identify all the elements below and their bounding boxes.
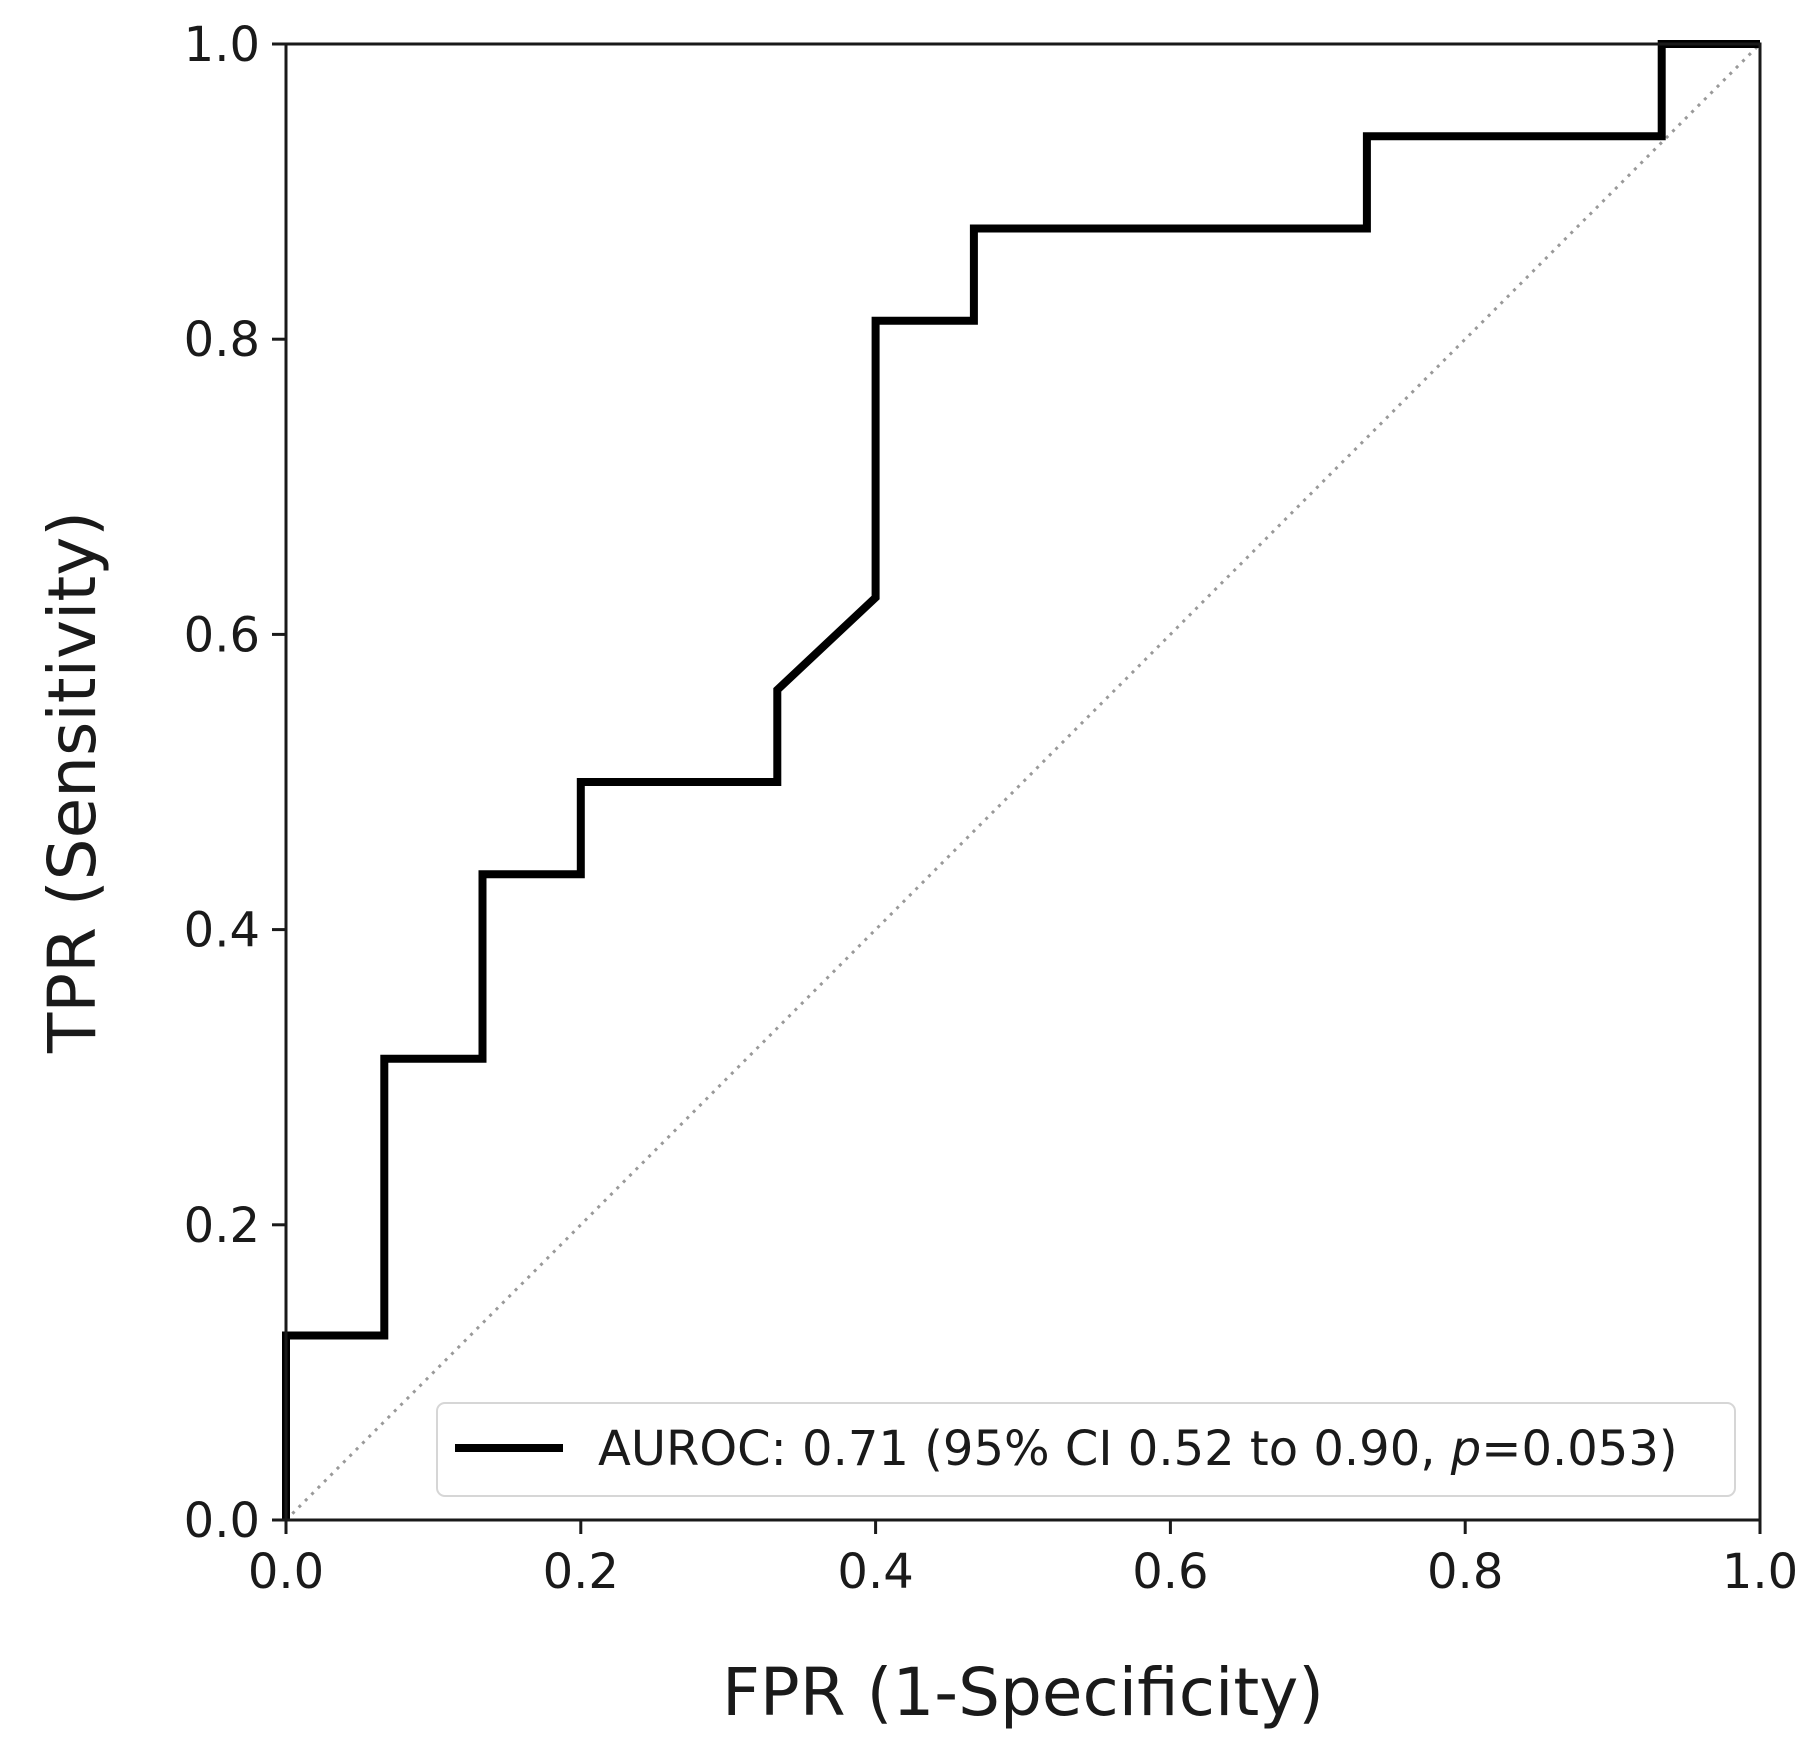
y-axis: 0.0 0.2 0.4 0.6 0.8 1.0 (184, 17, 286, 1549)
y-tick-label: 0.4 (184, 903, 260, 959)
x-tick-label: 0.2 (543, 1544, 619, 1600)
x-tick-label: 0.6 (1132, 1544, 1208, 1600)
series-layer (282, 40, 1762, 1522)
y-tick-label: 0.2 (184, 1198, 260, 1254)
y-tick-label: 0.0 (184, 1493, 260, 1549)
y-tick-label: 0.6 (184, 607, 260, 663)
legend-box (436, 1402, 1736, 1497)
x-tick-label: 0.4 (837, 1544, 913, 1600)
roc-curve (282, 40, 1760, 1520)
x-tick-label: 0.0 (248, 1544, 324, 1600)
legend-label-roc: AUROC: 0.71 (95% CI 0.52 to 0.90, p=0.05… (598, 1421, 1678, 1477)
x-axis: 0.0 0.2 0.4 0.6 0.8 1.0 (248, 1520, 1798, 1600)
y-tick-label: 0.8 (184, 312, 260, 368)
y-axis-label: TPR (Sensitivity) (34, 511, 111, 1054)
chance-diagonal (284, 42, 1762, 1522)
plot-frame (284, 42, 1762, 1522)
x-tick-label: 0.8 (1427, 1544, 1503, 1600)
x-tick-label: 1.0 (1722, 1544, 1798, 1600)
y-tick-label: 1.0 (184, 17, 260, 73)
x-axis-label: FPR (1-Specificity) (722, 1654, 1324, 1731)
legend: AUROC: 0.71 (95% CI 0.52 to 0.90, p=0.05… (436, 1402, 1736, 1497)
